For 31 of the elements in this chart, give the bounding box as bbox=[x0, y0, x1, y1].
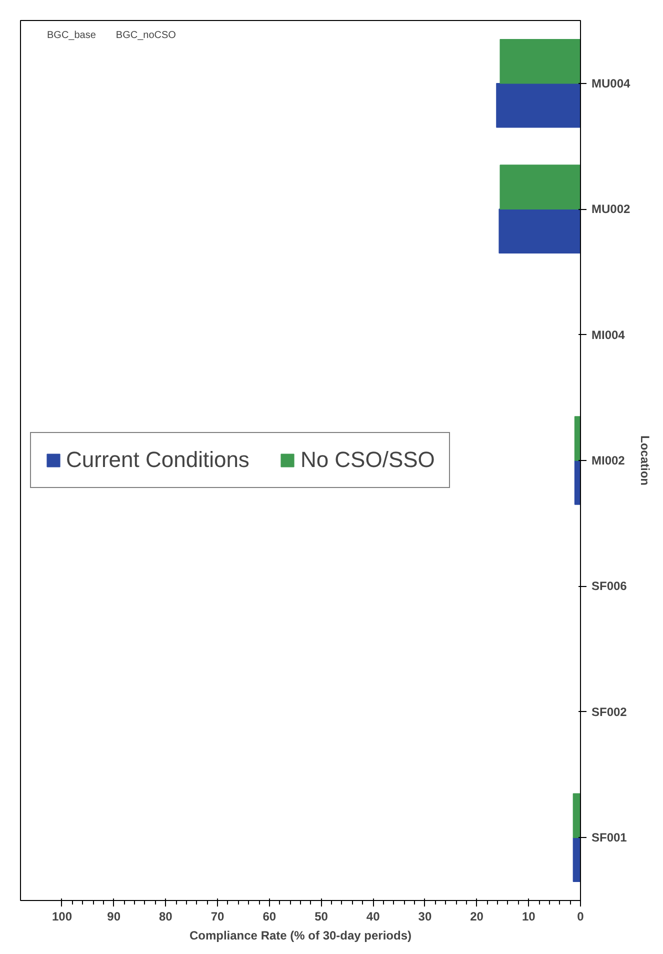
y-tick-label: SF001 bbox=[592, 830, 628, 845]
bar bbox=[498, 208, 580, 254]
bar bbox=[572, 793, 580, 838]
annotation: BGC_noCSO bbox=[116, 30, 176, 41]
y-tick-label: MI002 bbox=[592, 454, 626, 468]
y-tick-label: MU004 bbox=[592, 76, 631, 90]
y-axis-title: Location bbox=[638, 436, 652, 486]
bar bbox=[496, 82, 580, 128]
x-tick-label: 80 bbox=[159, 910, 173, 924]
y-tick-label: MU002 bbox=[592, 202, 631, 216]
x-axis-title: Compliance Rate (% of 30-day periods) bbox=[189, 928, 412, 942]
x-tick-label: 60 bbox=[262, 910, 276, 924]
annotation: BGC_base bbox=[47, 30, 96, 41]
x-tick-label: 20 bbox=[470, 910, 484, 924]
legend-label: No CSO/SSO bbox=[300, 447, 435, 473]
x-tick-label: 100 bbox=[52, 910, 72, 924]
x-tick-label: 30 bbox=[418, 910, 432, 924]
x-tick-label: 40 bbox=[366, 910, 380, 924]
legend-label: Current Conditions bbox=[66, 447, 250, 473]
y-tick-label: MI004 bbox=[592, 328, 626, 342]
y-tick-label: SF006 bbox=[592, 579, 628, 594]
y-tick-label: SF002 bbox=[592, 704, 628, 719]
bar bbox=[574, 416, 580, 461]
bar bbox=[500, 38, 580, 84]
x-tick-label: 70 bbox=[210, 910, 225, 924]
x-tick-label: 10 bbox=[522, 910, 536, 924]
x-tick-label: 90 bbox=[107, 910, 121, 924]
bar bbox=[572, 837, 580, 882]
x-tick-label: 0 bbox=[577, 910, 584, 924]
bar bbox=[500, 164, 580, 210]
x-tick-label: 50 bbox=[314, 910, 328, 924]
